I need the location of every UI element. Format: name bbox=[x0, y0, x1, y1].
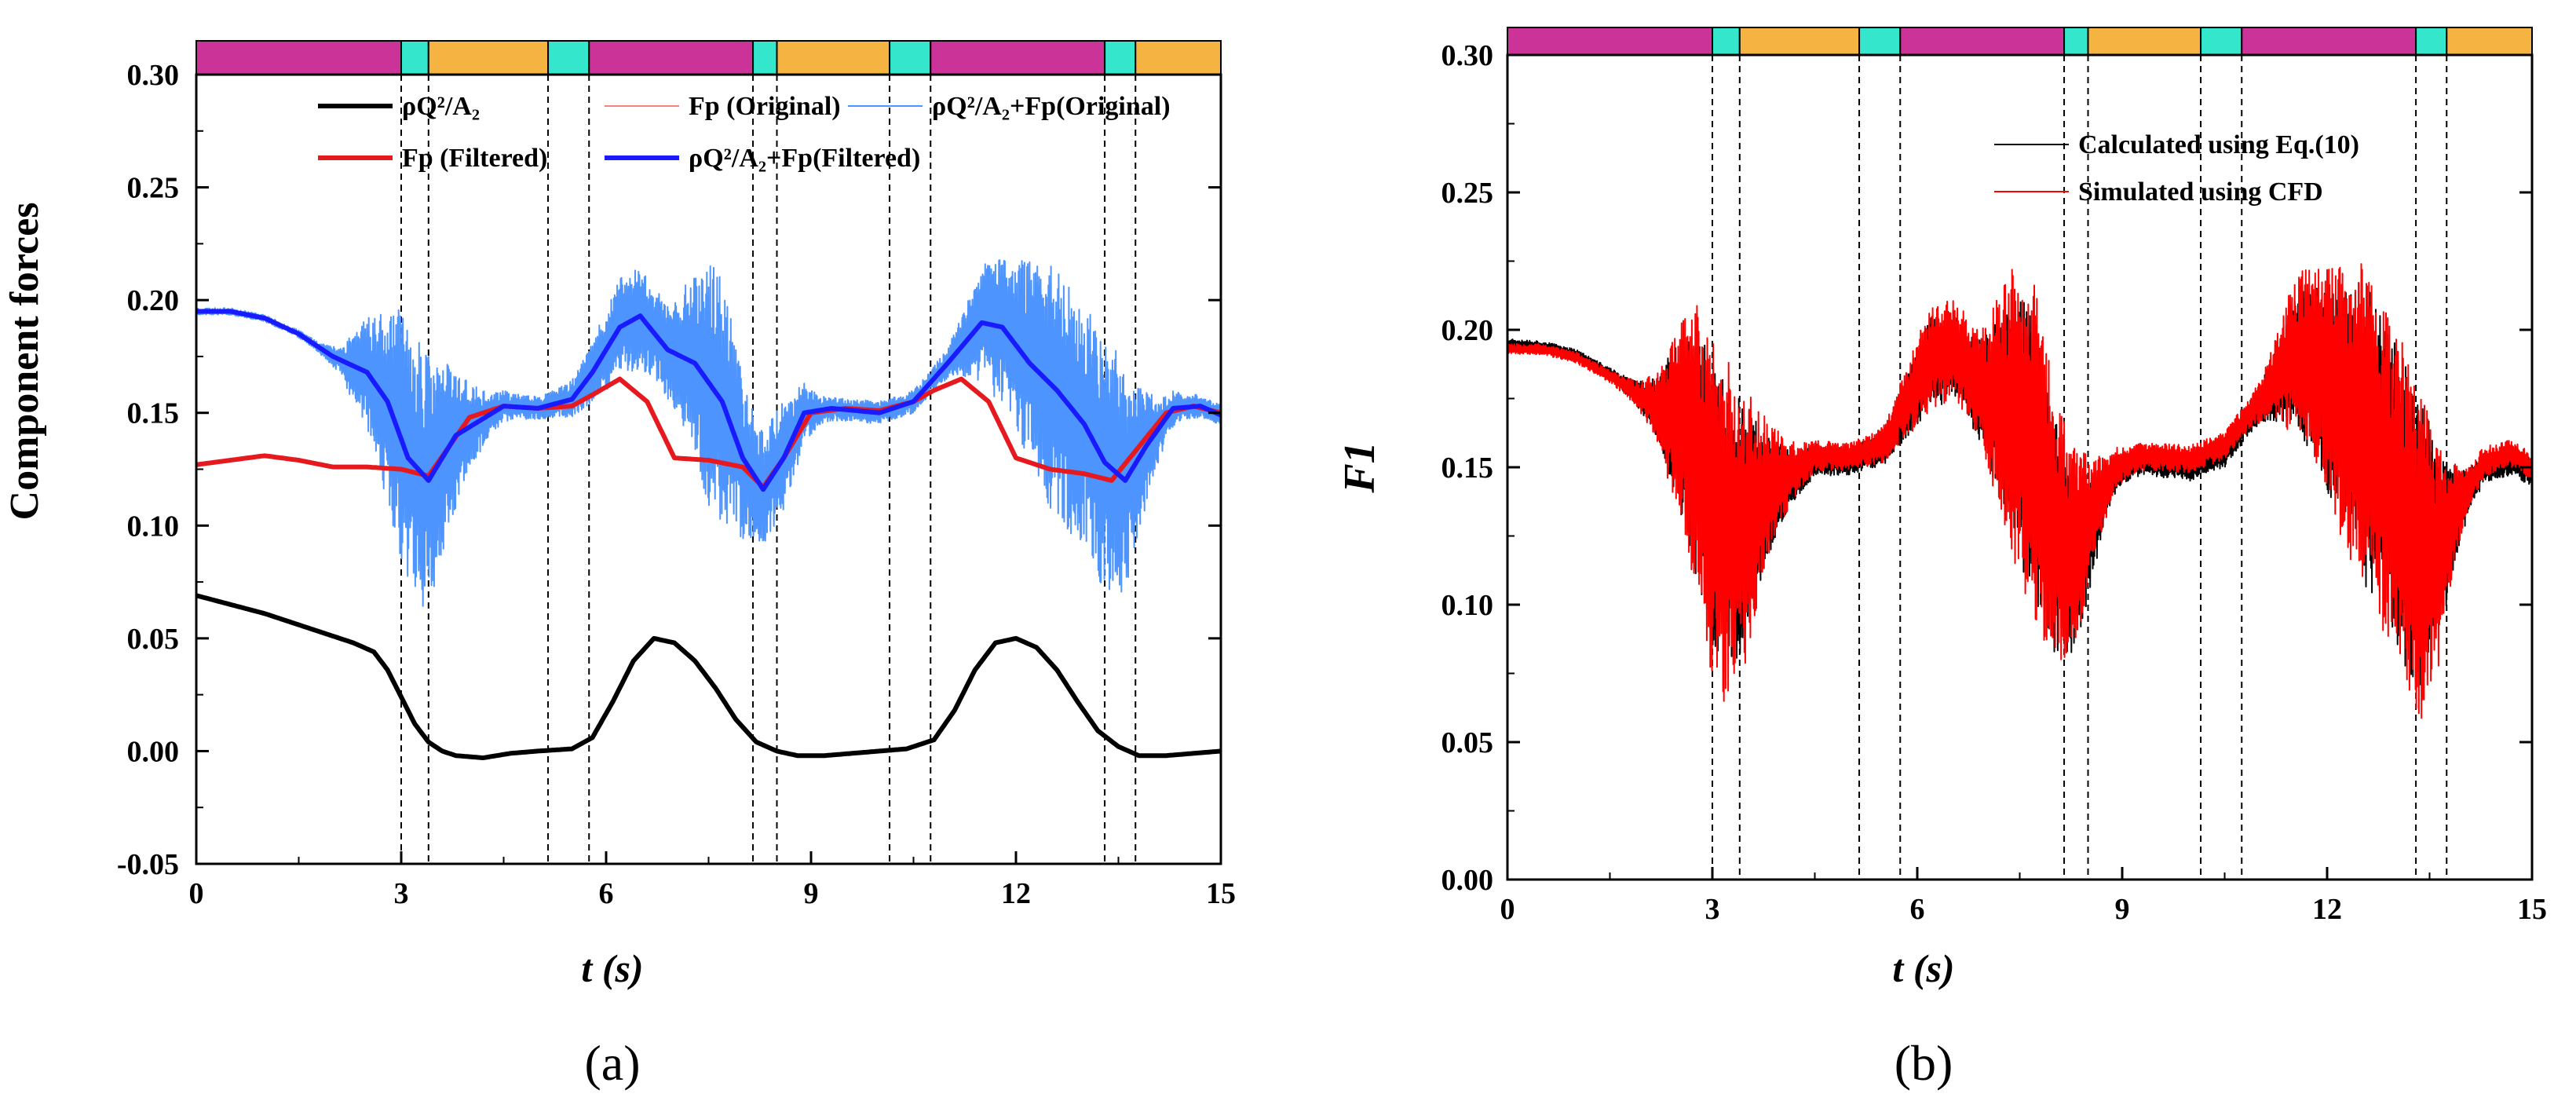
panel-b-chart: 0.00 0.05 0.10 0.15 0.20 0.25 0.30 0 3 6 9 12 15 Calc… bbox=[1336, 27, 2547, 1091]
phase-bar-segment bbox=[2415, 27, 2448, 56]
x-tick-label: 0 bbox=[189, 877, 204, 910]
y-tick-label: 0.30 bbox=[1441, 39, 1494, 72]
phase-bar-segment bbox=[1507, 27, 1713, 56]
phase-bar-segment bbox=[1712, 27, 1741, 56]
phase-bar-segment bbox=[1738, 27, 1861, 56]
phase-bar-segment bbox=[547, 40, 590, 75]
legend-label: Fp (Original) bbox=[689, 92, 841, 121]
legend: ρQ²/A₂ Fp (Original) ρQ²/A₂+Fp(Original) Fp… bbox=[318, 92, 1171, 173]
x-tick-label: 9 bbox=[2115, 893, 2130, 926]
series-line-4 bbox=[196, 376, 1221, 490]
panel-a-ylabel: Component forces bbox=[2, 203, 47, 521]
phase-bar-segment bbox=[1899, 27, 2066, 56]
x-tick-label: 15 bbox=[1206, 877, 1236, 910]
legend-label: ρQ²/A₂ bbox=[402, 92, 480, 121]
panel-b-plot-layer: 0.00 0.05 0.10 0.15 0.20 0.25 0.30 0 3 6 9 12 15 Calc… bbox=[1441, 27, 2547, 926]
phase-bar-segment bbox=[427, 40, 550, 75]
series-line-2 bbox=[1507, 263, 2532, 719]
y-tick-label: 0.00 bbox=[1441, 864, 1494, 897]
x-tick-label: 3 bbox=[1705, 893, 1720, 926]
phase-bar-segment bbox=[2200, 27, 2243, 56]
phase-bar-segment bbox=[2241, 27, 2417, 56]
phase-bar-segment bbox=[400, 40, 429, 75]
panel-b-ylabel: F1 bbox=[1336, 441, 1384, 493]
y-tick-label: 0.10 bbox=[127, 510, 180, 543]
panel-a-plot-layer: -0.05 0.00 0.05 0.10 0.15 0.20 0.25 0.30 0 3 6 9 12 1… bbox=[117, 40, 1236, 910]
series-line-1 bbox=[196, 593, 1221, 760]
phase-bar-segment bbox=[752, 40, 778, 75]
phase-bar-segment bbox=[889, 40, 932, 75]
phase-bar-segment bbox=[2087, 27, 2202, 56]
x-tick-label: 6 bbox=[1910, 893, 1925, 926]
phase-bar-segment bbox=[195, 40, 402, 75]
x-tick-label: 0 bbox=[1500, 893, 1515, 926]
phase-bar-segment bbox=[1135, 40, 1222, 75]
y-tick-label: 0.10 bbox=[1441, 589, 1494, 622]
legend-label: Simulated using CFD bbox=[2078, 177, 2323, 207]
panel-b-xlabel: t (s) bbox=[1892, 946, 1954, 990]
legend: Calculated using Eq.(10) Simulated using … bbox=[1994, 130, 2359, 207]
x-tick-label: 15 bbox=[2517, 893, 2547, 926]
panel-b-label: (b) bbox=[1895, 1035, 1953, 1091]
legend-label: ρQ²/A₂+Fp(Filtered) bbox=[689, 144, 920, 173]
phase-bar-segment bbox=[2063, 27, 2089, 56]
phase-bar-segment bbox=[2446, 27, 2533, 56]
y-tick-label: 0.20 bbox=[127, 284, 180, 317]
y-tick-label: 0.00 bbox=[127, 735, 180, 768]
y-tick-label: 0.30 bbox=[127, 59, 180, 92]
y-tick-label: 0.05 bbox=[127, 623, 180, 656]
phase-bar bbox=[1507, 27, 2533, 56]
y-tick-label: -0.05 bbox=[117, 848, 179, 881]
phase-bar bbox=[195, 40, 1222, 75]
phase-bar-segment bbox=[588, 40, 755, 75]
y-tick-label: 0.15 bbox=[127, 397, 180, 430]
series-line-5 bbox=[196, 309, 1221, 492]
y-tick-label: 0.15 bbox=[1441, 452, 1494, 485]
x-tick-label: 12 bbox=[2312, 893, 2342, 926]
legend-label: ρQ²/A₂+Fp(Original) bbox=[932, 92, 1171, 121]
x-tick-label: 12 bbox=[1001, 877, 1031, 910]
phase-bar-segment bbox=[1104, 40, 1137, 75]
y-tick-label: 0.20 bbox=[1441, 314, 1494, 347]
legend-label: Fp (Filtered) bbox=[402, 144, 547, 173]
phase-bar-segment bbox=[1858, 27, 1902, 56]
x-tick-label: 6 bbox=[599, 877, 614, 910]
phase-bar-segment bbox=[930, 40, 1106, 75]
panel-a-chart: -0.05 0.00 0.05 0.10 0.15 0.20 0.25 0.30 0 3 6 9 12 1… bbox=[2, 40, 1236, 1091]
x-tick-label: 9 bbox=[804, 877, 819, 910]
y-tick-label: 0.25 bbox=[1441, 177, 1494, 210]
x-tick-label: 3 bbox=[394, 877, 409, 910]
legend-label: Calculated using Eq.(10) bbox=[2078, 130, 2359, 159]
series-line-3 bbox=[196, 259, 1221, 607]
phase-bar-segment bbox=[776, 40, 891, 75]
y-tick-label: 0.05 bbox=[1441, 726, 1494, 759]
panel-a-xlabel: t (s) bbox=[581, 946, 643, 990]
panel-a-label: (a) bbox=[584, 1035, 640, 1091]
y-tick-label: 0.25 bbox=[127, 172, 180, 205]
